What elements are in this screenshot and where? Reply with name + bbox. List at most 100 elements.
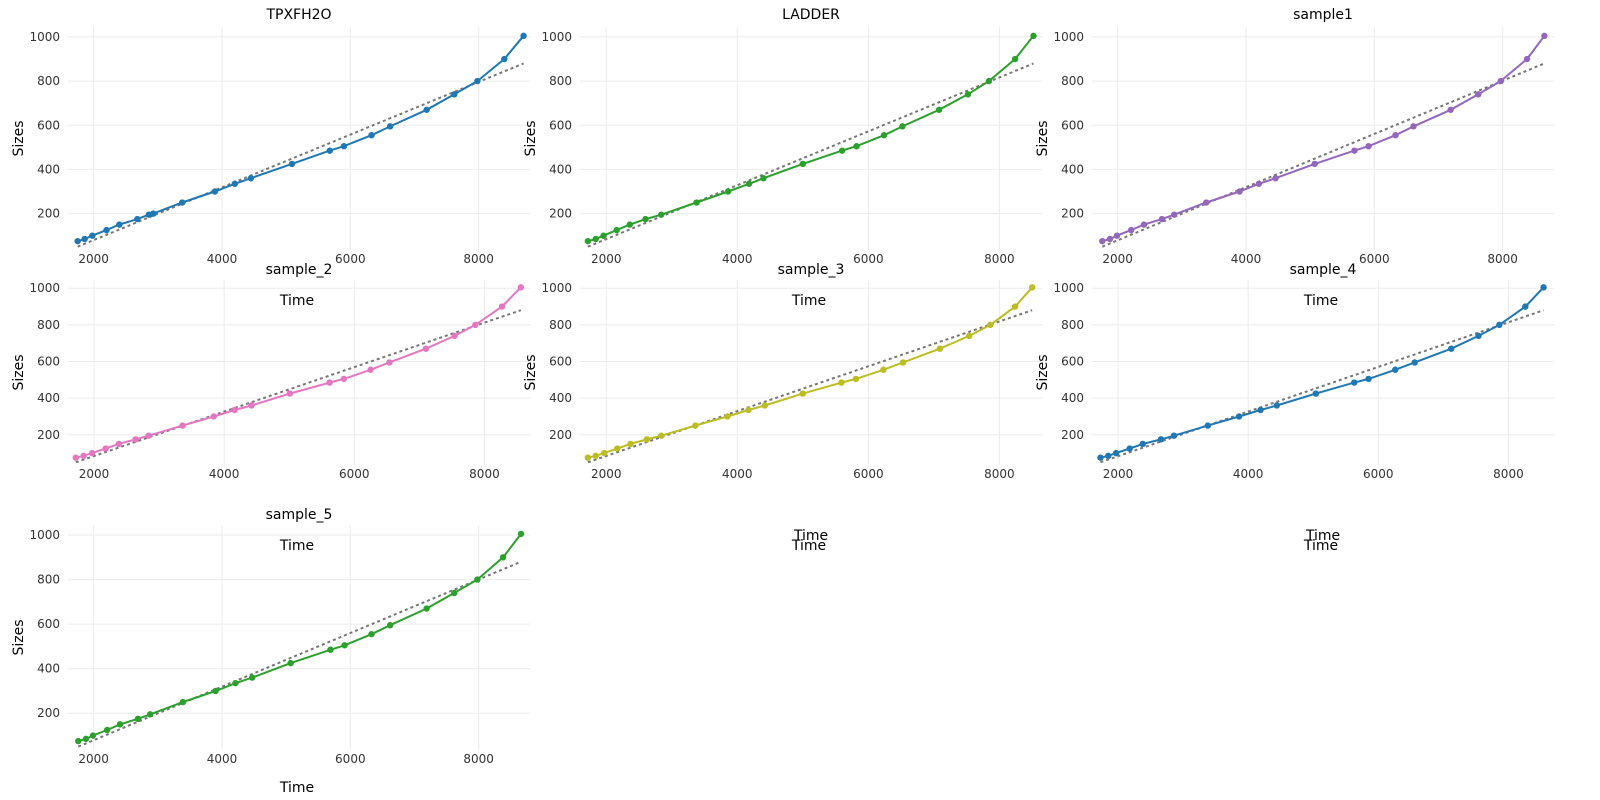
y-tick-label: 400 (37, 662, 60, 676)
y-tick-label: 800 (549, 74, 572, 88)
data-point (1235, 413, 1243, 420)
y-tick-label: 1000 (1053, 30, 1084, 44)
y-tick-label: 200 (37, 428, 60, 442)
x-axis-title: Time (793, 528, 828, 544)
data-point (1447, 345, 1455, 352)
x-tick-label: 2000 (1102, 252, 1133, 266)
y-tick-label: 200 (1061, 428, 1084, 442)
data-point (1447, 106, 1454, 113)
x-tick-label: 4000 (722, 467, 753, 481)
data-point (472, 321, 479, 329)
trend-line (1101, 62, 1545, 248)
y-tick-label: 400 (549, 162, 572, 176)
data-point (724, 188, 732, 195)
data-point (838, 147, 846, 154)
panel-title: sample_4 (1290, 262, 1357, 278)
data-point (584, 454, 592, 461)
series-line (75, 286, 522, 459)
data-point (1157, 436, 1165, 443)
x-tick-label: 8000 (469, 467, 500, 481)
data-point (1105, 452, 1112, 460)
data-point (423, 106, 430, 113)
data-point (134, 215, 141, 223)
data-point (985, 77, 993, 85)
y-tick-label: 200 (1061, 207, 1084, 221)
data-point (386, 123, 394, 130)
data-point (422, 345, 430, 352)
trend-line (77, 560, 522, 748)
data-point (745, 180, 753, 187)
data-point (1365, 375, 1372, 383)
data-point (386, 622, 394, 629)
y-axis-title: Sizes (523, 354, 539, 390)
data-point (1410, 123, 1417, 130)
data-point (899, 359, 907, 366)
x-tick-label: 6000 (339, 467, 370, 481)
data-point (386, 359, 393, 366)
trend-line (77, 62, 524, 248)
x-axis-title: Time (1303, 538, 1338, 554)
series-line (1102, 35, 1546, 243)
x-tick-label: 4000 (1231, 252, 1262, 266)
y-tick-label: 800 (1061, 318, 1084, 332)
data-point (1351, 147, 1358, 154)
data-point (600, 232, 607, 239)
data-point (592, 235, 599, 243)
x-axis-title: Time (279, 538, 314, 554)
data-point (1475, 91, 1482, 98)
data-point (760, 175, 767, 182)
y-tick-label: 800 (37, 318, 60, 332)
x-tick-label: 4000 (722, 252, 753, 266)
data-point (626, 221, 634, 228)
data-point (498, 303, 506, 310)
data-point (88, 449, 96, 457)
data-point (74, 237, 81, 245)
x-tick-label: 8000 (1493, 467, 1524, 481)
data-point (145, 432, 152, 439)
data-point (210, 413, 217, 420)
data-point (340, 375, 348, 383)
data-point (89, 732, 97, 739)
data-point (80, 452, 87, 460)
panel-title: sample1 (1293, 7, 1353, 23)
data-point (1411, 359, 1418, 366)
x-axis-title: Time (1305, 528, 1340, 544)
trend-line (587, 62, 1034, 248)
data-point (134, 715, 142, 723)
data-point (1028, 284, 1036, 291)
data-point (935, 106, 943, 113)
panel-title: sample_5 (266, 507, 333, 523)
data-point (102, 445, 109, 452)
panel-title: sample_2 (266, 262, 333, 278)
data-point (1522, 303, 1529, 310)
data-point (72, 454, 80, 461)
x-tick-label: 2000 (78, 752, 109, 766)
x-tick-label: 8000 (1487, 252, 1518, 266)
data-point (1127, 226, 1135, 234)
y-axis-title: Sizes (1035, 120, 1051, 156)
data-point (614, 445, 621, 452)
y-tick-label: 800 (1061, 74, 1084, 88)
trend-line (587, 309, 1033, 464)
y-axis-title: Sizes (11, 354, 27, 390)
data-point (592, 452, 599, 460)
data-point (1541, 32, 1548, 40)
data-point (613, 226, 620, 234)
y-tick-label: 600 (37, 355, 60, 369)
data-point (248, 674, 256, 681)
series-line (1100, 286, 1545, 459)
data-point (1158, 215, 1166, 223)
data-point (499, 554, 507, 561)
x-axis-title: Time (1303, 293, 1338, 309)
data-point (601, 449, 608, 457)
data-point (761, 402, 768, 409)
data-point (179, 422, 186, 429)
data-point (1170, 432, 1178, 439)
x-tick-label: 8000 (463, 252, 494, 266)
data-point (1257, 406, 1264, 414)
data-point (103, 226, 110, 234)
y-tick-label: 400 (37, 391, 60, 405)
data-point (1475, 332, 1482, 340)
data-point (1540, 284, 1547, 291)
